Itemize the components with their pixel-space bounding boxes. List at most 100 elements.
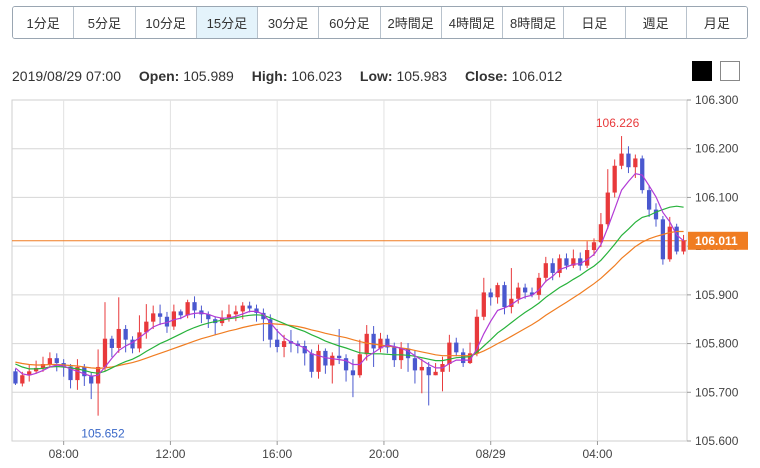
candle-body <box>102 338 108 367</box>
x-tick-label: 12:00 <box>155 447 185 461</box>
light-theme-button[interactable] <box>720 61 740 81</box>
candle-body <box>123 328 128 340</box>
low-label: Low: <box>359 68 393 84</box>
candle-body <box>157 313 163 317</box>
candle-body <box>130 339 135 349</box>
candle-body <box>378 338 383 349</box>
tab-2hour[interactable]: 2時間足 <box>380 7 442 38</box>
current-price-tag: 106.011 <box>688 231 748 250</box>
tab-15min[interactable]: 15分足 <box>196 7 258 38</box>
candle-body <box>653 209 659 220</box>
plot-area <box>11 99 688 442</box>
candle-body <box>275 339 280 347</box>
close-label: Close: <box>464 68 508 84</box>
tab-8hour[interactable]: 8時間足 <box>503 7 565 38</box>
candle-body <box>240 305 245 312</box>
candle-body <box>254 308 259 313</box>
min-price-label: 105.652 <box>81 427 125 441</box>
low-value: 105.983 <box>396 68 448 84</box>
y-tick-label: 105.700 <box>695 385 739 399</box>
candle-body <box>261 312 266 320</box>
candle-body <box>681 240 686 252</box>
candle-body <box>529 292 535 295</box>
y-tick-label: 105.600 <box>695 434 739 448</box>
candle-body <box>640 158 645 191</box>
tab-1min[interactable]: 1分足 <box>13 7 75 38</box>
candle-body <box>144 321 149 333</box>
x-tick-label: 20:00 <box>369 447 399 461</box>
timeframe-tabs: 1分足 5分足 10分足 15分足 30分足 60分足 2時間足 4時間足 8時… <box>12 6 748 39</box>
tab-weekly[interactable]: 週足 <box>625 7 687 38</box>
tab-60min[interactable]: 60分足 <box>319 7 381 38</box>
candle-body <box>633 158 638 168</box>
candle-body <box>316 350 321 372</box>
candle-body <box>660 219 666 260</box>
ohlc-datetime: 2019/08/29 07:00 <box>12 68 121 84</box>
candle-body <box>502 285 507 308</box>
candle-body <box>178 311 183 316</box>
close-value: 106.012 <box>511 68 563 84</box>
tab-30min[interactable]: 30分足 <box>258 7 320 38</box>
candle-body <box>619 153 624 166</box>
candle-body <box>371 333 376 349</box>
candle-body <box>247 305 252 309</box>
candle-body <box>674 226 679 252</box>
candle-body <box>233 311 238 315</box>
candle-body <box>109 338 115 348</box>
y-axis: 106.300106.200106.100106.000105.900105.8… <box>687 93 739 448</box>
candle-body <box>350 370 356 376</box>
candle-body <box>516 287 521 299</box>
candle-body <box>54 358 59 364</box>
x-tick-label: 08/29 <box>476 447 506 461</box>
candle-body <box>474 316 480 354</box>
max-price-label: 106.226 <box>596 116 640 130</box>
candle-body <box>75 366 80 381</box>
tab-10min[interactable]: 10分足 <box>135 7 197 38</box>
candle-body <box>192 302 197 311</box>
high-value: 106.023 <box>291 68 342 84</box>
candle-body <box>571 258 576 266</box>
candle-body <box>164 316 170 327</box>
y-tick-label: 105.800 <box>695 337 739 351</box>
candle-body <box>598 224 604 243</box>
candle-body <box>419 366 424 371</box>
candle-body <box>626 153 631 168</box>
tab-monthly[interactable]: 月足 <box>686 7 747 38</box>
open-value: 105.989 <box>183 68 234 84</box>
candle-body <box>137 332 142 349</box>
candle-body <box>385 338 390 348</box>
tab-4hour[interactable]: 4時間足 <box>441 7 503 38</box>
candle-body <box>47 358 53 365</box>
open-label: Open: <box>138 68 180 84</box>
candle-body <box>309 353 314 372</box>
candle-body <box>550 263 555 273</box>
ma-long-line <box>15 230 684 370</box>
candle-body <box>405 348 411 359</box>
candle-body <box>557 258 562 273</box>
candle-body <box>337 355 342 359</box>
x-tick-label: 16:00 <box>262 447 292 461</box>
dark-theme-button[interactable] <box>692 61 712 81</box>
candle-body <box>509 298 514 308</box>
candle-body <box>171 311 176 327</box>
candle-body <box>364 333 369 355</box>
candle-body <box>185 302 190 316</box>
candle-body <box>68 366 73 381</box>
ma-short-line <box>15 172 684 377</box>
grid-lines <box>12 100 687 441</box>
candle-body <box>82 366 87 377</box>
candle-body <box>447 342 452 365</box>
tab-5min[interactable]: 5分足 <box>74 7 136 38</box>
candle-body <box>226 314 232 318</box>
tab-daily[interactable]: 日足 <box>564 7 626 38</box>
current-price-tag-bg <box>688 231 748 250</box>
candle-body <box>116 328 121 348</box>
candle-body <box>584 250 590 266</box>
y-tick-label: 106.100 <box>695 190 739 204</box>
candle-body <box>392 347 397 361</box>
current-price-tag-text: 106.011 <box>695 234 738 248</box>
candle-body <box>454 342 459 353</box>
candle-body <box>488 292 493 298</box>
candle-body <box>302 346 307 354</box>
